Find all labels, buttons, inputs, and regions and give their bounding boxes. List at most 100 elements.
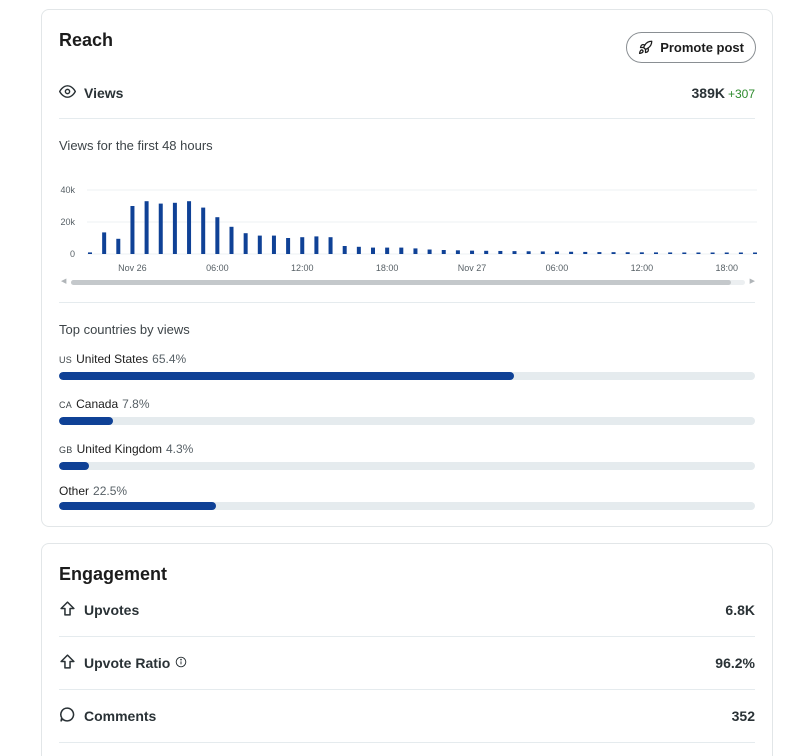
chart-bar[interactable] — [654, 252, 658, 254]
chart-bar[interactable] — [597, 252, 602, 254]
chart-bar[interactable] — [102, 232, 107, 254]
reach-title: Reach — [59, 30, 114, 50]
chart-bar[interactable] — [158, 203, 163, 254]
upvote-ratio-row: Upvote Ratio 96.2% — [59, 653, 755, 673]
views-label: Views — [84, 85, 124, 101]
chart-bar[interactable] — [738, 252, 743, 255]
chart-bar[interactable] — [484, 250, 489, 254]
chart-bar[interactable] — [611, 252, 616, 254]
comments-label: Comments — [84, 708, 157, 724]
info-icon[interactable] — [175, 655, 187, 671]
chart-bar[interactable] — [300, 237, 305, 254]
chart-bar[interactable] — [342, 246, 347, 254]
chart-bar[interactable] — [257, 235, 262, 254]
upvotes-value: 6.8K — [725, 602, 755, 618]
views-chart: 0 20k 40k Nov 26 06:00 12:00 18:00 Nov 27 06:00 1… — [59, 180, 757, 276]
upvotes-label: Upvotes — [84, 602, 140, 618]
chart-bar[interactable] — [427, 249, 432, 254]
chart-bar[interactable] — [172, 202, 177, 254]
chart-bar[interactable] — [512, 251, 517, 254]
country-name: United Kingdom — [76, 442, 162, 456]
chart-y-tick-label: 0 — [70, 249, 75, 259]
views-row: Views 389K +307 — [59, 83, 755, 103]
chart-bar[interactable] — [724, 252, 729, 255]
chart-bar[interactable] — [455, 250, 460, 254]
chart-bar[interactable] — [540, 251, 545, 254]
chart-bar[interactable] — [696, 252, 701, 255]
chart-bar[interactable] — [625, 252, 630, 254]
country-name: United States — [76, 352, 149, 366]
chart-bar[interactable] — [470, 250, 475, 254]
chart-x-tick-label: 12:00 — [631, 263, 654, 273]
chart-bar[interactable] — [243, 233, 248, 254]
country-ca: CA Canada 7.8% — [59, 397, 755, 425]
scroll-right-arrow-icon[interactable]: ▶ — [749, 278, 755, 285]
rocket-icon — [638, 40, 653, 55]
chart-bar[interactable] — [668, 252, 673, 254]
chart-bar[interactable] — [498, 250, 503, 254]
engagement-card: Engagement Upvotes 6.8K Upvote Ratio 96.… — [41, 543, 773, 756]
chart-bar[interactable] — [286, 238, 291, 254]
chart-bar[interactable] — [356, 246, 361, 254]
divider — [59, 689, 755, 690]
country-bar-track — [59, 417, 755, 425]
chart-bar[interactable] — [314, 236, 319, 254]
chart-bar[interactable] — [639, 252, 644, 254]
chart-bar[interactable] — [271, 235, 276, 254]
chart-bar[interactable] — [130, 206, 135, 254]
chart-x-tick-label: Nov 27 — [458, 263, 487, 273]
chart-scrollbar[interactable]: ◀ ▶ — [59, 277, 757, 287]
chart-bar[interactable] — [441, 250, 446, 254]
country-bar-fill — [59, 462, 89, 470]
chart-bar[interactable] — [413, 248, 418, 254]
country-bar-track — [59, 502, 755, 510]
chart-bar[interactable] — [399, 247, 404, 254]
comments-row: Comments 352 — [59, 706, 755, 726]
chart-bar[interactable] — [583, 251, 588, 254]
scroll-left-arrow-icon[interactable]: ◀ — [61, 278, 67, 285]
chart-bar[interactable] — [116, 238, 121, 254]
promote-post-button[interactable]: Promote post — [626, 32, 756, 63]
chart-y-tick-label: 40k — [60, 185, 75, 195]
chart-bar[interactable] — [144, 201, 149, 254]
promote-post-label: Promote post — [660, 40, 744, 55]
upvote-ratio-value: 96.2% — [715, 655, 755, 671]
upvote-ratio-label: Upvote Ratio — [84, 655, 171, 671]
country-bar-track — [59, 372, 755, 380]
comment-icon — [59, 706, 76, 726]
chart-x-tick-label: 06:00 — [546, 263, 569, 273]
scroll-thumb[interactable] — [71, 280, 731, 285]
country-bar-fill — [59, 417, 114, 425]
divider — [59, 742, 755, 743]
country-percent: 65.4% — [152, 352, 187, 366]
chart-bar[interactable] — [201, 207, 206, 254]
chart-bar[interactable] — [371, 247, 375, 254]
chart-x-tick-label: Nov 26 — [118, 263, 147, 273]
chart-bar[interactable] — [526, 251, 531, 254]
chart-bar[interactable] — [710, 252, 715, 255]
upvotes-row: Upvotes 6.8K — [59, 600, 755, 620]
upvote-icon — [59, 653, 76, 673]
chart-x-tick-label: 12:00 — [291, 263, 314, 273]
country-code: US — [59, 355, 73, 365]
engagement-title: Engagement — [59, 564, 168, 584]
reach-card: Reach Promote post Views 389K +307 — [41, 9, 773, 527]
chart-bar[interactable] — [385, 247, 390, 254]
chart-bar[interactable] — [569, 251, 574, 254]
country-name: Canada — [76, 397, 119, 411]
eye-icon — [59, 83, 76, 103]
chart-x-tick-label: 18:00 — [715, 263, 738, 273]
chart-bar[interactable] — [88, 252, 92, 254]
country-code: GB — [59, 445, 73, 455]
country-gb: GB United Kingdom 4.3% — [59, 442, 755, 470]
chart-bar[interactable] — [328, 237, 333, 254]
chart-bar[interactable] — [187, 201, 192, 254]
views-delta: +307 — [727, 87, 755, 101]
chart-bar[interactable] — [753, 252, 757, 255]
chart-bar[interactable] — [215, 217, 220, 254]
country-code: CA — [59, 400, 73, 410]
chart-bar[interactable] — [682, 252, 687, 254]
chart-bar[interactable] — [229, 226, 234, 254]
chart-bar[interactable] — [554, 251, 559, 254]
chart-x-tick-label: 18:00 — [376, 263, 399, 273]
